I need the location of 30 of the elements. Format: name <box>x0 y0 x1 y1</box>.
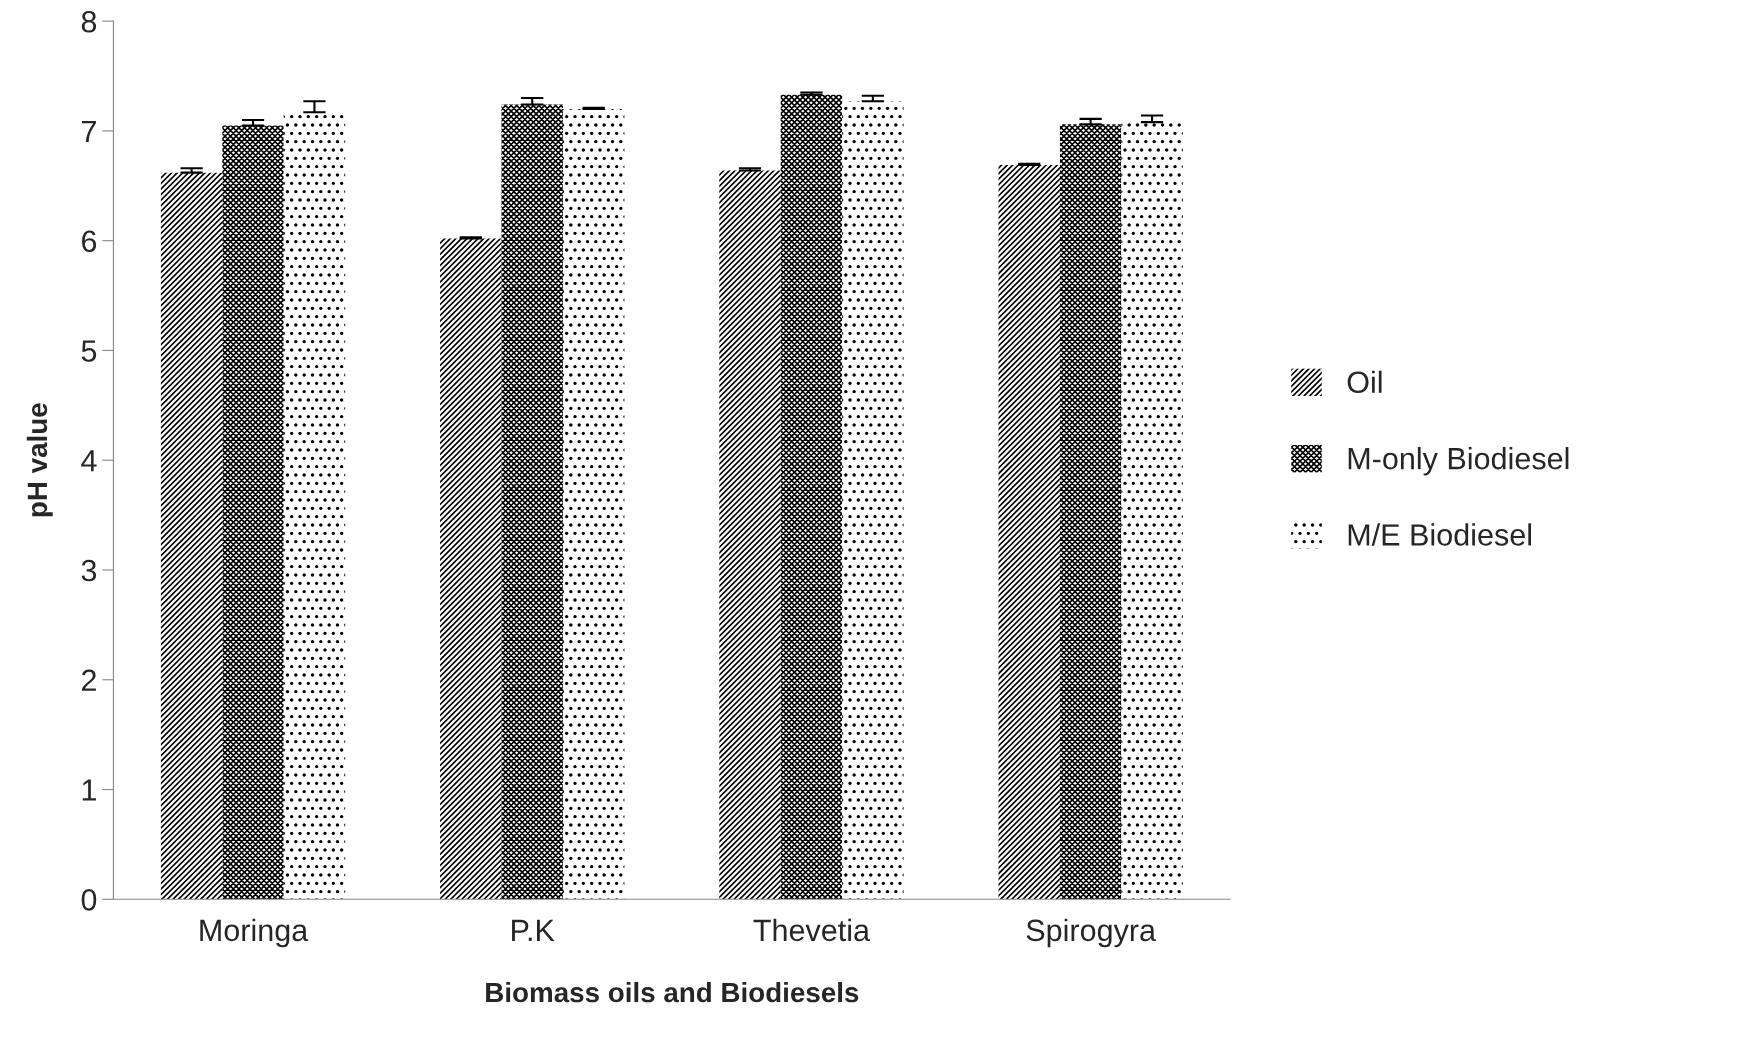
bar <box>719 170 781 900</box>
y-tick-label: 0 <box>81 889 97 911</box>
x-tick-label: Moringa <box>200 918 309 948</box>
y-axis-title: pH value <box>26 403 53 517</box>
bar <box>562 108 625 900</box>
y-tick-label: 4 <box>81 450 97 472</box>
y-tick-label: 5 <box>81 340 97 362</box>
legend-label: M-only Biodiesel <box>1348 446 1569 476</box>
bar <box>440 238 502 900</box>
x-tick-label: Spirogyra <box>1026 918 1157 948</box>
y-tick-label: 8 <box>81 10 97 33</box>
y-tick-label: 1 <box>82 779 96 801</box>
bar <box>160 172 223 900</box>
y-tick-label: 2 <box>82 669 96 691</box>
x-axis-title: Biomass oils and Biodiesels <box>486 981 859 1003</box>
bar <box>1121 122 1183 900</box>
bar <box>780 94 843 900</box>
bar <box>842 101 904 900</box>
bar <box>283 112 346 900</box>
y-tick-label: 6 <box>82 230 97 253</box>
y-tick-label: 3 <box>81 559 97 582</box>
bar <box>501 104 563 900</box>
bar <box>222 125 284 900</box>
bar <box>1059 124 1122 900</box>
legend-label: M/E Biodiesel <box>1348 523 1531 546</box>
x-tick-label: Thevetia <box>753 918 871 942</box>
legend-label: Oil <box>1347 370 1382 394</box>
y-tick-label: 7 <box>82 120 96 142</box>
bar <box>998 164 1060 900</box>
x-tick-label: P.K <box>512 919 555 941</box>
